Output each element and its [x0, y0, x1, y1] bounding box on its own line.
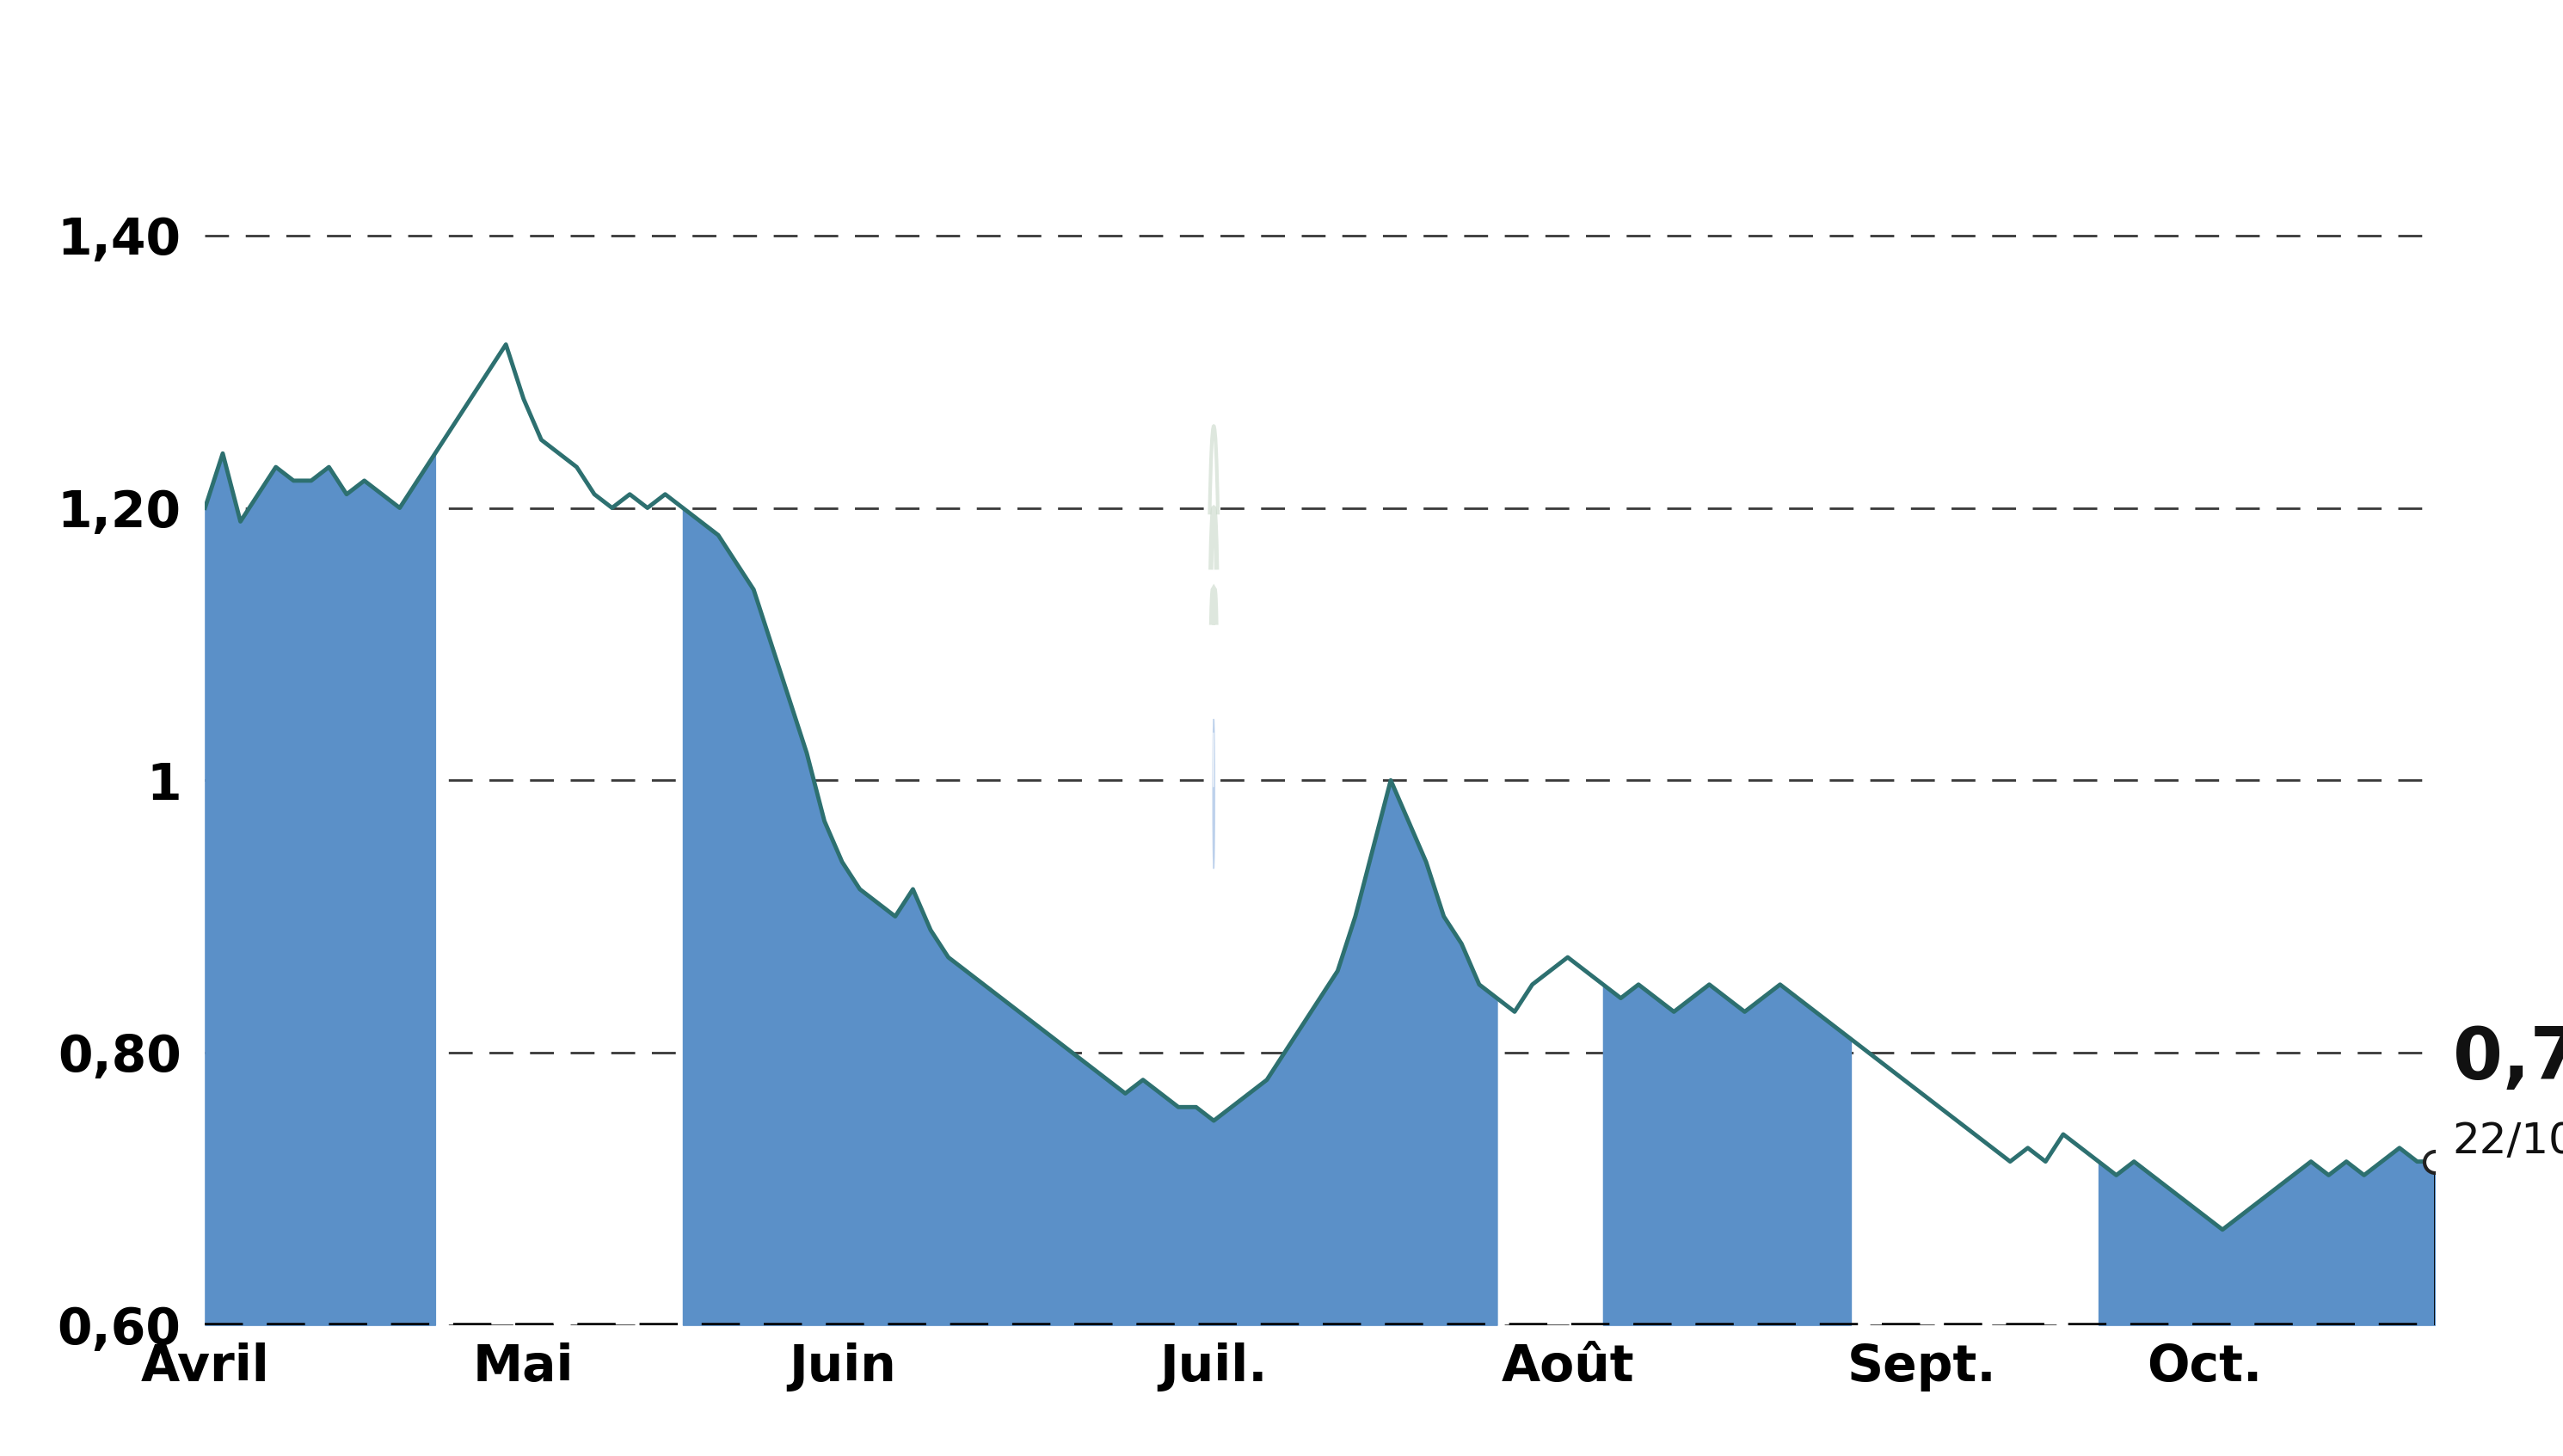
Text: 22/10: 22/10 — [2453, 1121, 2563, 1162]
Text: DBV TECHNOLOGIES: DBV TECHNOLOGIES — [638, 29, 1925, 138]
Text: 0,72: 0,72 — [2453, 1025, 2563, 1095]
